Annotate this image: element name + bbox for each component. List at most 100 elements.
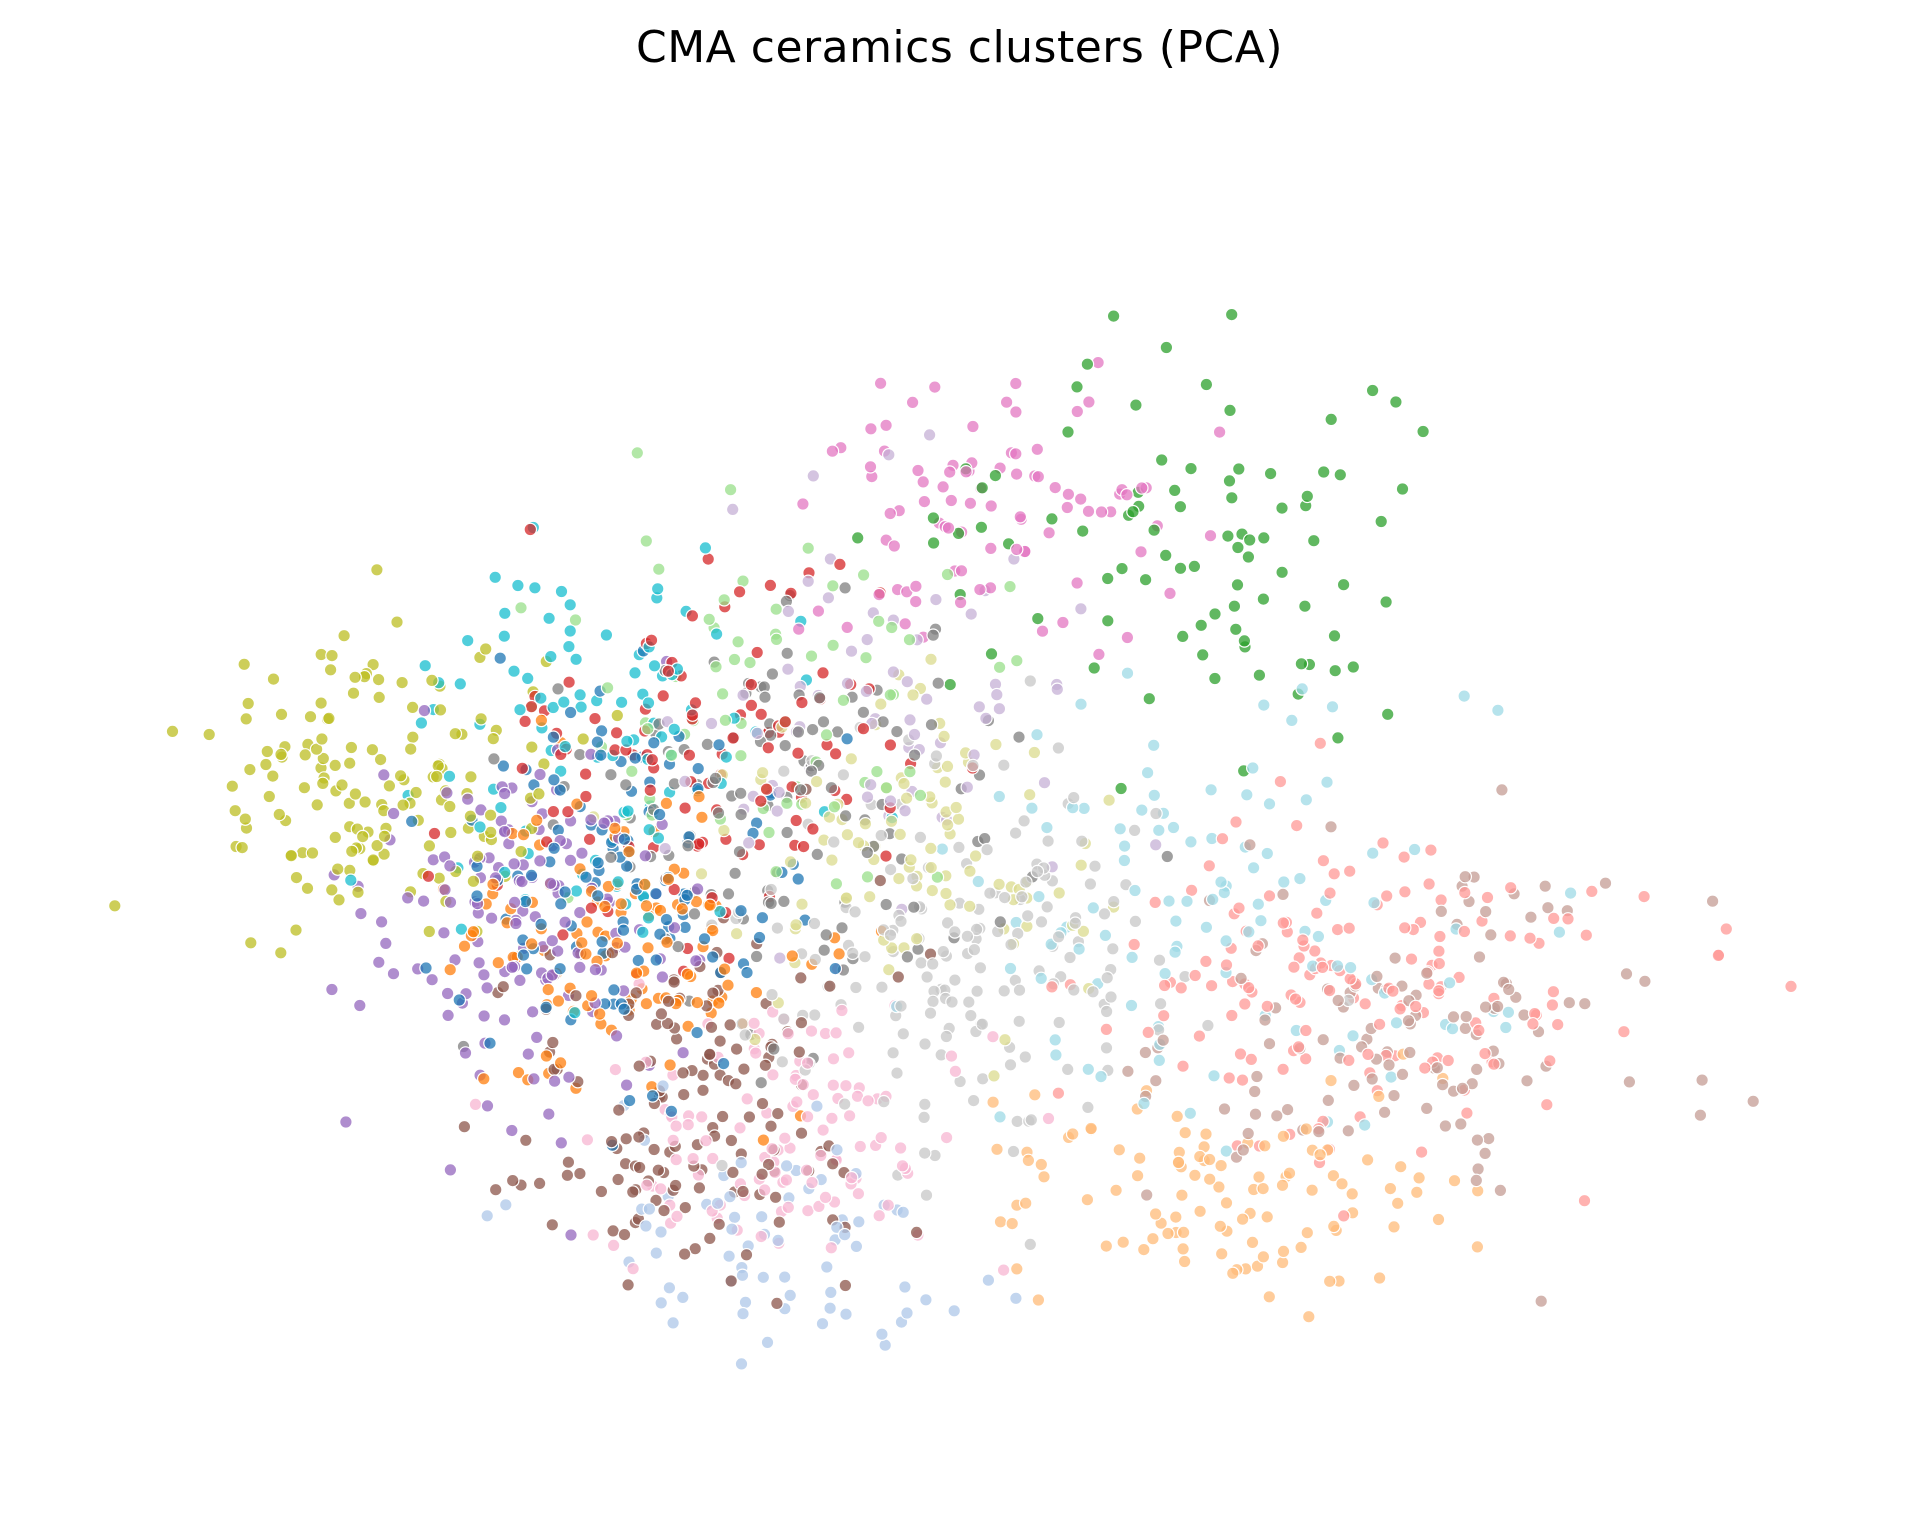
scatter-point-cluster-16 — [373, 752, 388, 767]
scatter-point-cluster-16 — [328, 758, 342, 773]
scatter-point-cluster-16 — [243, 762, 257, 777]
scatter-point-cluster-6 — [778, 714, 793, 729]
scatter-point-cluster-1 — [710, 1196, 725, 1211]
scatter-point-cluster-13 — [754, 1229, 768, 1244]
scatter-point-cluster-17 — [862, 889, 877, 904]
scatter-point-cluster-1 — [735, 1268, 750, 1283]
scatter-point-cluster-12 — [879, 418, 893, 433]
scatter-point-cluster-18 — [562, 639, 576, 654]
scatter-point-cluster-13 — [800, 1056, 815, 1070]
scatter-point-cluster-14 — [687, 907, 702, 921]
scatter-point-cluster-12 — [796, 497, 810, 511]
scatter-point-cluster-10 — [621, 1278, 635, 1292]
scatter-point-cluster-12 — [1061, 487, 1076, 502]
scatter-point-cluster-5 — [762, 825, 776, 840]
scatter-point-cluster-18 — [511, 578, 525, 593]
scatter-point-cluster-2 — [598, 899, 612, 914]
scatter-point-cluster-11 — [1455, 1081, 1470, 1096]
scatter-point-cluster-15 — [917, 1110, 931, 1125]
scatter-point-cluster-3 — [993, 1215, 1008, 1229]
scatter-point-cluster-17 — [1052, 886, 1066, 900]
scatter-point-cluster-16 — [314, 696, 328, 710]
scatter-point-cluster-7 — [1262, 889, 1277, 903]
scatter-point-cluster-2 — [711, 996, 726, 1010]
scatter-point-cluster-5 — [723, 482, 738, 497]
scatter-point-cluster-18 — [569, 884, 584, 898]
scatter-point-cluster-19 — [1184, 835, 1198, 849]
scatter-point-cluster-8 — [545, 933, 560, 948]
scatter-point-cluster-7 — [1219, 958, 1234, 972]
scatter-point-cluster-12 — [953, 595, 968, 610]
scatter-point-cluster-6 — [682, 748, 697, 762]
scatter-point-cluster-9 — [781, 662, 795, 676]
scatter-point-cluster-10 — [702, 1231, 717, 1246]
scatter-point-cluster-9 — [881, 447, 896, 462]
scatter-point-cluster-7 — [1192, 1029, 1207, 1043]
scatter-point-cluster-18 — [543, 649, 558, 664]
scatter-point-cluster-7 — [1233, 1047, 1248, 1061]
scatter-point-cluster-8 — [513, 973, 527, 988]
scatter-point-cluster-5 — [640, 721, 655, 736]
scatter-point-cluster-7 — [1441, 1053, 1455, 1068]
scatter-point-cluster-8 — [584, 812, 598, 827]
scatter-point-cluster-7 — [1432, 944, 1446, 958]
scatter-point-cluster-14 — [879, 897, 893, 912]
scatter-point-cluster-4 — [1114, 781, 1128, 796]
scatter-point-cluster-2 — [539, 1049, 554, 1063]
scatter-point-cluster-17 — [1074, 858, 1088, 872]
scatter-point-cluster-17 — [909, 931, 924, 946]
scatter-point-cluster-10 — [755, 1167, 769, 1181]
scatter-point-cluster-8 — [440, 786, 454, 800]
scatter-point-cluster-13 — [666, 1133, 680, 1148]
scatter-point-cluster-16 — [316, 751, 331, 766]
scatter-point-cluster-8 — [609, 1029, 624, 1043]
scatter-point-cluster-1 — [756, 1270, 771, 1285]
scatter-point-cluster-12 — [898, 616, 912, 631]
scatter-point-cluster-18 — [558, 739, 572, 754]
scatter-point-cluster-3 — [1275, 1178, 1290, 1193]
scatter-point-cluster-11 — [1382, 1058, 1396, 1072]
scatter-point-cluster-17 — [839, 891, 854, 905]
scatter-point-cluster-4 — [1324, 412, 1338, 427]
scatter-point-cluster-7 — [1157, 978, 1172, 993]
scatter-point-cluster-4 — [1184, 461, 1198, 476]
scatter-point-cluster-19 — [1003, 961, 1018, 976]
scatter-point-cluster-19 — [1162, 894, 1176, 908]
scatter-point-cluster-15 — [1051, 929, 1066, 944]
scatter-point-cluster-16 — [289, 923, 303, 937]
scatter-point-cluster-15 — [1006, 1144, 1021, 1159]
scatter-point-cluster-1 — [981, 1273, 996, 1287]
scatter-point-cluster-17 — [949, 800, 963, 815]
scatter-point-cluster-15 — [1099, 1004, 1114, 1019]
scatter-point-cluster-15 — [980, 842, 994, 857]
scatter-point-cluster-16 — [478, 642, 493, 656]
scatter-point-cluster-8 — [529, 1030, 544, 1045]
scatter-point-cluster-13 — [669, 1119, 683, 1133]
scatter-point-cluster-8 — [477, 1009, 491, 1023]
scatter-point-cluster-15 — [1152, 953, 1167, 967]
scatter-point-cluster-9 — [844, 644, 859, 658]
scatter-point-cluster-2 — [663, 1058, 677, 1072]
scatter-point-cluster-17 — [998, 1032, 1012, 1047]
scatter-point-cluster-18 — [641, 911, 656, 925]
scatter-point-cluster-7 — [1310, 906, 1324, 920]
scatter-point-cluster-15 — [876, 1094, 891, 1109]
scatter-point-cluster-0 — [493, 651, 507, 665]
scatter-point-cluster-18 — [513, 702, 527, 717]
scatter-point-cluster-8 — [655, 970, 670, 984]
scatter-point-cluster-10 — [518, 1133, 533, 1148]
scatter-point-cluster-15 — [1201, 1018, 1215, 1033]
scatter-point-cluster-7 — [1323, 886, 1337, 900]
scatter-point-cluster-18 — [713, 904, 727, 919]
scatter-point-cluster-15 — [776, 764, 791, 778]
scatter-point-cluster-6 — [791, 746, 805, 760]
scatter-point-cluster-9 — [886, 665, 901, 679]
scatter-point-cluster-14 — [856, 705, 871, 720]
scatter-point-cluster-4 — [1223, 403, 1237, 418]
scatter-point-cluster-10 — [724, 1274, 738, 1288]
scatter-point-cluster-13 — [777, 1131, 792, 1145]
scatter-point-cluster-4 — [1087, 661, 1101, 675]
scatter-point-cluster-4 — [1275, 565, 1289, 580]
scatter-point-cluster-12 — [883, 506, 897, 521]
scatter-point-cluster-3 — [1175, 1188, 1189, 1202]
